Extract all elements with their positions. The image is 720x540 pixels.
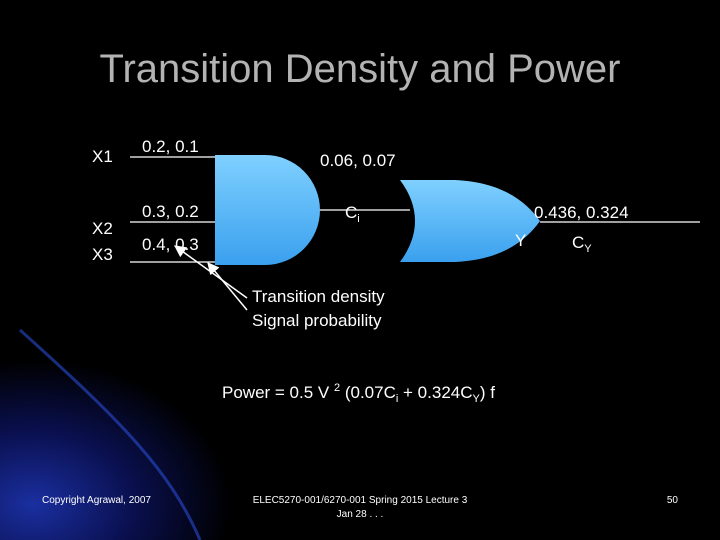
input-name: X3 (92, 245, 113, 264)
legend-item: Transition density (252, 287, 385, 306)
input-name: X2 (92, 219, 113, 238)
internal-values: 0.06, 0.07 (320, 151, 396, 170)
course: ELEC5270-001/6270-001 Spring 2015 Lectur… (253, 495, 468, 506)
input-values: 0.4, 0.3 (142, 235, 199, 254)
output-name: Y (515, 231, 526, 250)
input-values: 0.2, 0.1 (142, 137, 199, 156)
title: Transition Density and Power (100, 47, 621, 91)
or-gate (400, 180, 540, 262)
output-cap: CY (572, 233, 592, 255)
input-name: X1 (92, 147, 113, 166)
arrows (174, 245, 248, 311)
date: Jan 28 . . . (337, 509, 384, 520)
copyright: Copyright Agrawal, 2007 (42, 495, 151, 506)
swoosh-line (18, 328, 202, 540)
and-gate (215, 155, 320, 265)
input-values: 0.3, 0.2 (142, 202, 199, 221)
legend-item: Signal probability (252, 311, 382, 330)
swoosh (0, 300, 330, 540)
formula: Power = 0.5 V 2 (0.07Ci + 0.324CY) f (222, 382, 495, 405)
wires (130, 156, 700, 263)
output-values: 0.436, 0.324 (534, 203, 629, 222)
page-number: 50 (667, 495, 679, 506)
internal-cap: Ci (345, 203, 360, 225)
